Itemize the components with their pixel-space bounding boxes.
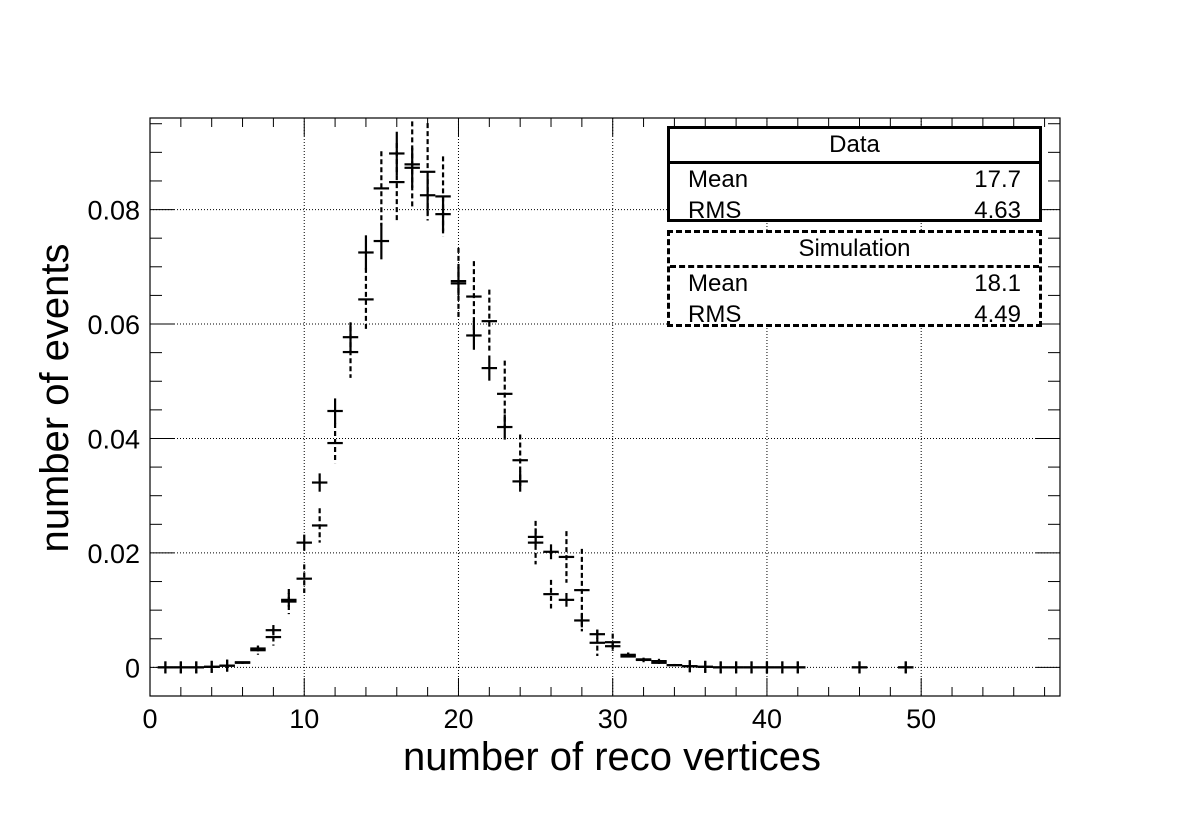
data-point [450, 266, 467, 296]
data-point [342, 322, 359, 353]
data-point [188, 661, 204, 674]
y-tick-label: 0.04 [87, 424, 140, 454]
data-point [635, 658, 652, 661]
axes: 0 10 20 30 40 50 0 0.02 0.04 0.06 0.08 [87, 117, 1061, 734]
x-tick-label: 40 [752, 704, 782, 734]
data-point [373, 222, 390, 260]
x-tick-label: 10 [289, 704, 319, 734]
data-point [497, 414, 513, 440]
simulation-point [481, 289, 498, 353]
x-tick-label: 30 [598, 704, 628, 734]
y-tick-label: 0.02 [87, 539, 140, 569]
data-point [219, 659, 235, 672]
simulation-point [296, 564, 312, 593]
data-point [743, 661, 760, 674]
data-point [265, 625, 282, 636]
data-point [589, 629, 605, 639]
simulation-stats-title: Simulation [670, 233, 1039, 268]
data-point [697, 660, 713, 673]
data-series [157, 131, 914, 674]
simulation-mean-row: Mean 18.1 [670, 268, 1039, 299]
data-point [203, 660, 220, 673]
data-point [481, 355, 498, 381]
x-axis-label: number of reco vertices [403, 735, 821, 779]
data-point [281, 592, 297, 607]
simulation-mean-value: 18.1 [974, 270, 1021, 297]
data-point [234, 661, 251, 664]
data-point [404, 147, 420, 188]
data-point [389, 131, 405, 176]
plot-frame [149, 117, 1061, 697]
simulation-point [605, 633, 621, 651]
simulation-rms-row: RMS 4.49 [670, 299, 1039, 330]
data-point [666, 663, 683, 667]
x-tick-label: 50 [906, 704, 936, 734]
simulation-stats-box: Simulation Mean 18.1 RMS 4.49 [667, 230, 1042, 330]
simulation-rms-value: 4.49 [974, 301, 1021, 328]
y-tick-label: 0.06 [87, 310, 140, 340]
data-point [250, 645, 266, 652]
simulation-point [358, 267, 374, 331]
data-point [728, 661, 744, 674]
data-point [574, 613, 590, 628]
simulation-point [327, 423, 343, 464]
y-tick-label: 0 [125, 653, 140, 683]
data-rms-value: 4.63 [974, 197, 1021, 224]
data-point [327, 398, 343, 424]
x-tick-label: 20 [443, 704, 473, 734]
data-point [605, 643, 621, 650]
simulation-point [497, 360, 513, 428]
data-point [620, 652, 636, 658]
data-point [898, 661, 914, 674]
data-point [358, 235, 374, 270]
data-point [527, 528, 544, 546]
simulation-point [543, 579, 559, 609]
data-stats-title: Data [670, 129, 1039, 164]
simulation-point [558, 531, 575, 583]
data-point [543, 544, 559, 560]
data-point [173, 661, 189, 674]
data-point [712, 661, 729, 674]
data-point [759, 661, 775, 674]
data-point [311, 473, 328, 492]
data-point [651, 661, 667, 664]
simulation-point [373, 151, 390, 226]
data-rms-row: RMS 4.63 [670, 195, 1039, 226]
y-tick-label: 0.08 [87, 196, 140, 226]
data-point [851, 661, 868, 674]
data-point [558, 592, 575, 607]
data-rms-label: RMS [688, 197, 742, 224]
data-mean-label: Mean [688, 166, 749, 193]
simulation-point [466, 261, 482, 333]
data-point [419, 175, 436, 215]
data-point [682, 660, 698, 673]
data-stats-box: Data Mean 17.7 RMS 4.63 [667, 126, 1042, 224]
simulation-mean-label: Mean [688, 270, 749, 297]
y-axis-label: number of events [33, 243, 77, 552]
data-point [435, 196, 451, 232]
simulation-point [311, 508, 328, 543]
data-point [790, 661, 806, 674]
x-tick-label: 0 [142, 704, 157, 734]
data-point [296, 534, 312, 551]
data-point [512, 471, 528, 492]
data-mean-row: Mean 17.7 [670, 164, 1039, 195]
simulation-rms-label: RMS [688, 301, 742, 328]
data-point [466, 321, 482, 350]
data-point [774, 661, 791, 674]
data-mean-value: 17.7 [974, 166, 1021, 193]
